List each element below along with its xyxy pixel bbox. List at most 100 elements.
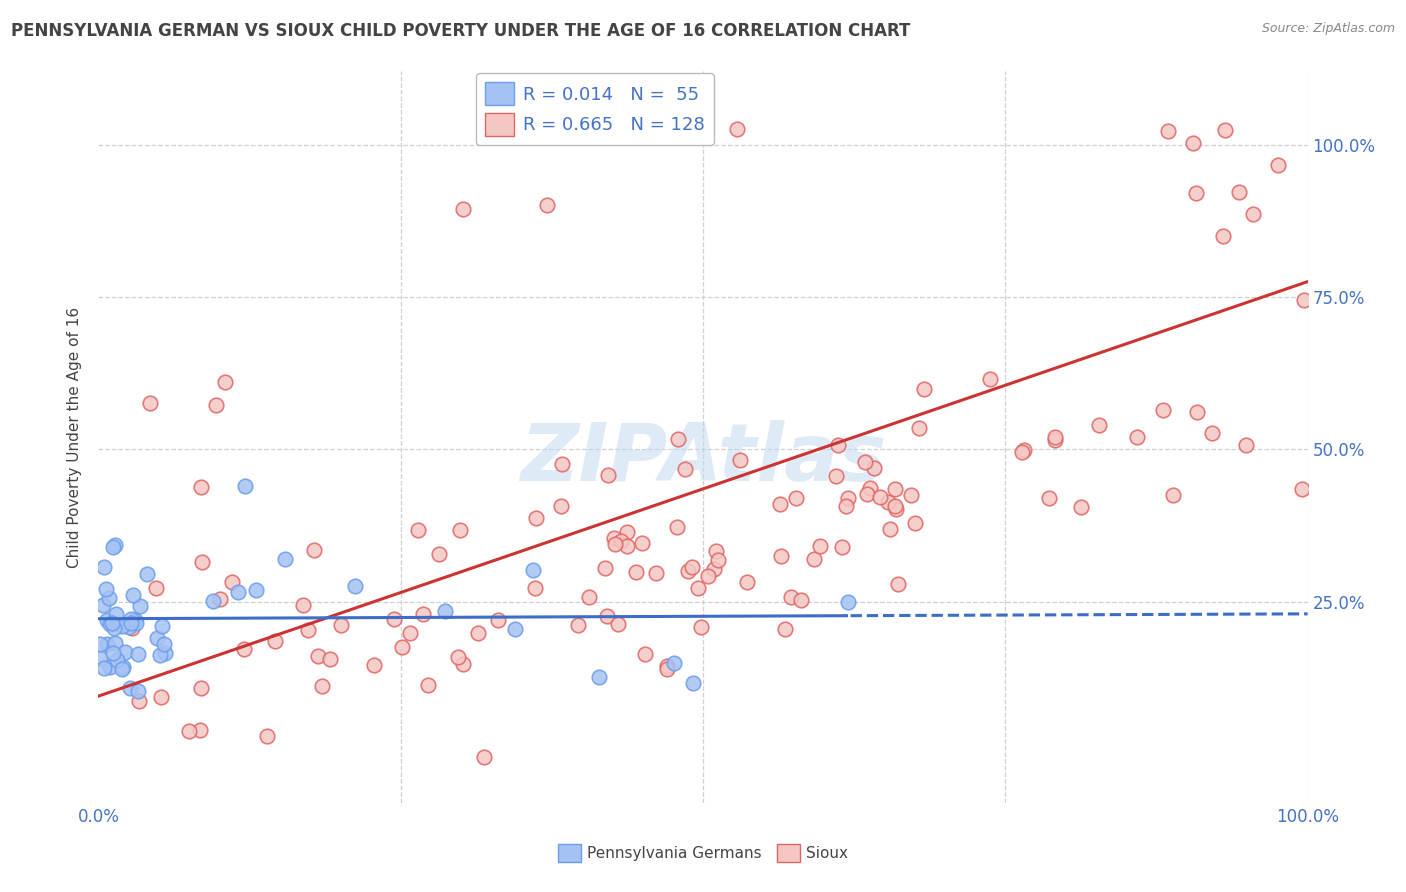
Point <box>1267 158 1289 172</box>
Point <box>655 659 678 673</box>
Point <box>686 581 709 595</box>
Point <box>884 482 907 496</box>
Point <box>391 640 413 654</box>
Point <box>344 579 367 593</box>
Point <box>689 620 711 634</box>
Point <box>98 591 121 605</box>
Point <box>233 642 256 657</box>
Point <box>188 723 211 738</box>
Point <box>274 552 297 566</box>
Point <box>790 593 813 607</box>
Point <box>486 613 509 627</box>
Point <box>704 544 727 558</box>
Point <box>837 594 859 608</box>
Point <box>1045 434 1067 448</box>
Point <box>785 491 807 506</box>
Point <box>93 661 115 675</box>
Point <box>472 750 495 764</box>
Point <box>803 552 825 566</box>
Point <box>297 623 319 637</box>
Point <box>105 653 128 667</box>
Point <box>664 656 686 670</box>
Point <box>96 613 118 627</box>
Point <box>616 524 638 539</box>
Point <box>979 372 1001 386</box>
Point <box>624 565 647 579</box>
Point <box>190 681 212 695</box>
Point <box>111 619 134 633</box>
Point <box>94 582 117 596</box>
Point <box>877 495 900 509</box>
Point <box>596 467 619 482</box>
Point <box>773 622 796 636</box>
Point <box>1234 438 1257 452</box>
Point <box>524 511 547 525</box>
Point <box>128 599 150 613</box>
Point <box>98 616 121 631</box>
Point <box>550 457 572 471</box>
Point <box>146 632 169 646</box>
Point <box>226 585 249 599</box>
Point <box>863 460 886 475</box>
Point <box>233 479 256 493</box>
Point <box>657 662 679 676</box>
Point <box>311 679 333 693</box>
Point <box>221 575 243 590</box>
Point <box>433 604 456 618</box>
Point <box>416 678 439 692</box>
Point <box>363 657 385 672</box>
Point <box>127 683 149 698</box>
Point <box>1157 124 1180 138</box>
Point <box>735 574 758 589</box>
Point <box>673 462 696 476</box>
Point <box>190 479 212 493</box>
Point <box>1088 417 1111 432</box>
Point <box>730 453 752 467</box>
Point <box>451 657 474 671</box>
Point <box>139 396 162 410</box>
Point <box>101 616 124 631</box>
Point <box>1185 405 1208 419</box>
Point <box>1213 123 1236 137</box>
Point <box>307 648 329 663</box>
Point <box>152 618 174 632</box>
Y-axis label: Child Poverty Under the Age of 16: Child Poverty Under the Age of 16 <box>67 307 83 567</box>
Point <box>1011 444 1033 458</box>
Point <box>214 375 236 389</box>
Point <box>98 660 121 674</box>
Point <box>412 607 434 621</box>
Point <box>127 647 149 661</box>
Point <box>1125 429 1147 443</box>
Point <box>869 490 891 504</box>
Point <box>682 676 704 690</box>
Point <box>93 560 115 574</box>
Point <box>152 636 174 650</box>
Point <box>904 516 927 531</box>
Point <box>607 616 630 631</box>
Point <box>177 724 200 739</box>
Point <box>588 670 610 684</box>
Point <box>593 561 616 575</box>
Point <box>205 398 228 412</box>
Point <box>145 581 167 595</box>
Point <box>120 612 142 626</box>
Point <box>104 538 127 552</box>
Point <box>879 522 901 536</box>
Point <box>125 616 148 631</box>
Point <box>1161 488 1184 502</box>
Point <box>707 553 730 567</box>
Point <box>449 523 471 537</box>
Point <box>121 621 143 635</box>
Point <box>853 455 876 469</box>
Point <box>105 607 128 622</box>
Point <box>596 609 619 624</box>
Point <box>1182 136 1205 151</box>
Point <box>567 617 589 632</box>
Point <box>900 488 922 502</box>
Point <box>302 543 325 558</box>
Point <box>553 119 575 133</box>
Point <box>1070 500 1092 514</box>
Point <box>209 591 232 606</box>
Point <box>835 499 858 513</box>
Point <box>1291 482 1313 496</box>
